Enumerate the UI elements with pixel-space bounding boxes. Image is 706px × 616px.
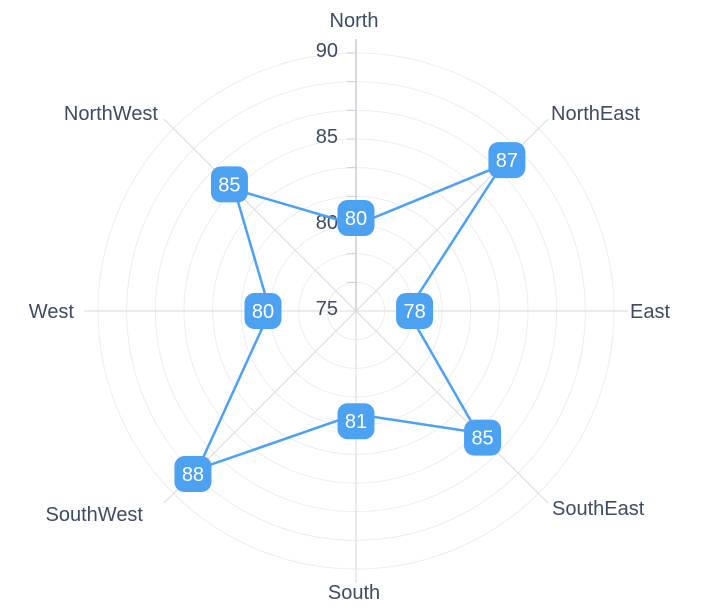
category-label-southeast: SouthEast bbox=[552, 498, 645, 520]
data-point-value-north: 80 bbox=[345, 208, 367, 230]
data-point-value-south: 81 bbox=[345, 411, 367, 433]
data-point-value-northeast: 87 bbox=[496, 150, 518, 172]
data-point-badge-northeast[interactable] bbox=[488, 142, 526, 179]
category-label-south: South bbox=[328, 582, 380, 604]
data-point-badge-south[interactable] bbox=[337, 403, 375, 440]
category-label-northwest: NorthWest bbox=[64, 103, 159, 125]
category-label-east: East bbox=[630, 301, 670, 323]
data-point-value-east: 78 bbox=[403, 301, 425, 323]
data-point-value-northwest: 85 bbox=[218, 174, 240, 196]
radial-tick-label: 85 bbox=[316, 126, 338, 148]
radial-tick-label: 75 bbox=[316, 298, 338, 320]
data-point-value-southwest: 88 bbox=[182, 464, 204, 486]
data-point-value-west: 80 bbox=[252, 301, 274, 323]
data-point-badge-west[interactable] bbox=[244, 293, 282, 329]
data-point-badge-north[interactable] bbox=[337, 200, 375, 236]
category-label-west: West bbox=[29, 301, 75, 323]
category-label-southwest: SouthWest bbox=[46, 504, 144, 526]
data-point-value-southeast: 85 bbox=[471, 428, 493, 450]
axis-spoke-northwest bbox=[163, 118, 357, 312]
data-point-badge-east[interactable] bbox=[396, 293, 434, 329]
category-label-northeast: NorthEast bbox=[551, 103, 640, 125]
axis-spoke-southeast bbox=[355, 310, 549, 504]
data-point-badge-northwest[interactable] bbox=[210, 166, 248, 203]
radial-tick-label: 90 bbox=[316, 40, 338, 62]
data-point-badge-southeast[interactable] bbox=[464, 419, 502, 456]
data-point-badge-southwest[interactable] bbox=[174, 456, 212, 493]
category-label-north: North bbox=[330, 10, 379, 32]
